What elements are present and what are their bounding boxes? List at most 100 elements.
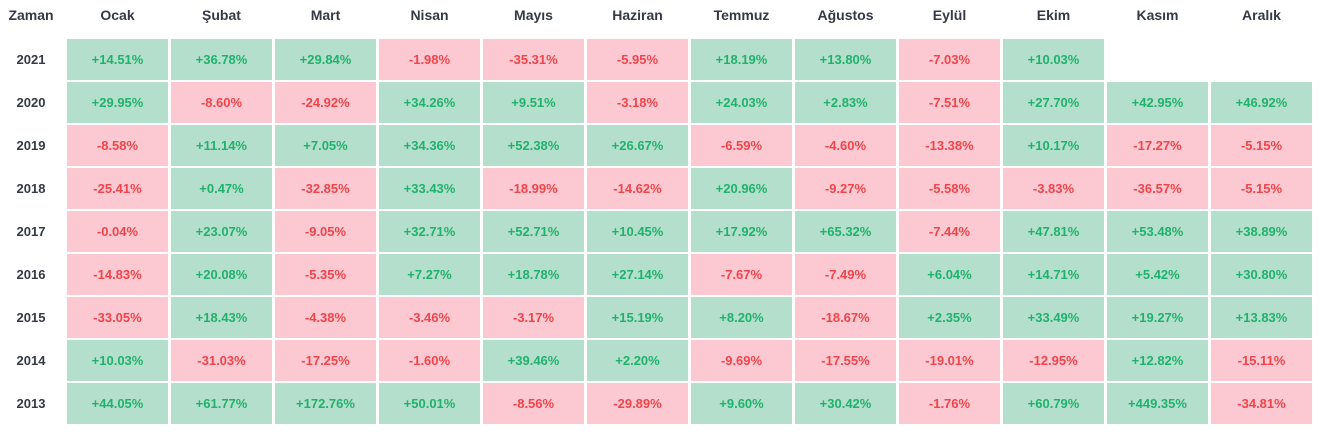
cell-2018-ocak: -25.41% [67,168,168,209]
cell-2017-mart: -9.05% [275,211,376,252]
row-label-2016: 2016 [16,267,46,282]
cell-2014-agustos: -17.55% [795,340,896,381]
cell-2020-temmuz: +24.03% [691,82,792,123]
cell-2016-mart: -5.35% [275,254,376,295]
cell-2017-eylul: -7.44% [899,211,1000,252]
cell-2020-agustos: +2.83% [795,82,896,123]
cell-2017-temmuz: +17.92% [691,211,792,252]
cell-2016-mayis: +18.78% [483,254,584,295]
cell-2020-mart: -24.92% [275,82,376,123]
cell-2014-mart: -17.25% [275,340,376,381]
cell-2014-aralik: -15.11% [1211,340,1312,381]
column-header-nisan: Nisan [410,7,449,23]
column-header-agustos: Ağustos [817,7,874,23]
cell-2014-mayis: +39.46% [483,340,584,381]
cell-2013-eylul: -1.76% [899,383,1000,424]
cell-2017-mayis: +52.71% [483,211,584,252]
row-label-2021: 2021 [16,52,46,67]
cell-2017-aralik: +38.89% [1211,211,1312,252]
row-label-2017: 2017 [16,224,46,239]
cell-2020-mayis: +9.51% [483,82,584,123]
cell-2016-haziran: +27.14% [587,254,688,295]
cell-2016-temmuz: -7.67% [691,254,792,295]
row-label-2015: 2015 [16,310,46,325]
cell-2019-agustos: -4.60% [795,125,896,166]
cell-2021-haziran: -5.95% [587,39,688,80]
cell-2019-temmuz: -6.59% [691,125,792,166]
cell-2019-kasim: -17.27% [1107,125,1208,166]
cell-2018-mart: -32.85% [275,168,376,209]
cell-2013-nisan: +50.01% [379,383,480,424]
cell-2019-eylul: -13.38% [899,125,1000,166]
cell-2013-ocak: +44.05% [67,383,168,424]
cell-2018-eylul: -5.58% [899,168,1000,209]
cell-2020-haziran: -3.18% [587,82,688,123]
cell-2015-mayis: -3.17% [483,297,584,338]
cell-2013-aralik: -34.81% [1211,383,1312,424]
column-header-ocak: Ocak [100,7,135,23]
cell-2015-subat: +18.43% [171,297,272,338]
cell-2016-nisan: +7.27% [379,254,480,295]
row-label-2014: 2014 [16,353,46,368]
cell-2018-subat: +0.47% [171,168,272,209]
cell-2017-haziran: +10.45% [587,211,688,252]
cell-2021-ocak: +14.51% [67,39,168,80]
cell-2019-ekim: +10.17% [1003,125,1104,166]
cell-2020-nisan: +34.26% [379,82,480,123]
cell-2020-ekim: +27.70% [1003,82,1104,123]
cell-2015-temmuz: +8.20% [691,297,792,338]
cell-2019-haziran: +26.67% [587,125,688,166]
cell-2013-ekim: +60.79% [1003,383,1104,424]
cell-2013-haziran: -29.89% [587,383,688,424]
cell-2017-ekim: +47.81% [1003,211,1104,252]
cell-2021-mart: +29.84% [275,39,376,80]
cell-2013-subat: +61.77% [171,383,272,424]
column-header-eylul: Eylül [932,7,967,23]
cell-2021-temmuz: +18.19% [691,39,792,80]
cell-2021-ekim: +10.03% [1003,39,1104,80]
cell-2013-agustos: +30.42% [795,383,896,424]
cell-2014-subat: -31.03% [171,340,272,381]
cell-2018-temmuz: +20.96% [691,168,792,209]
cell-2019-ocak: -8.58% [67,125,168,166]
cell-2015-nisan: -3.46% [379,297,480,338]
cell-2014-ekim: -12.95% [1003,340,1104,381]
cell-2015-haziran: +15.19% [587,297,688,338]
cell-2014-eylul: -19.01% [899,340,1000,381]
cell-2015-ekim: +33.49% [1003,297,1104,338]
column-header-aralik: Aralık [1242,7,1281,23]
cell-2021-nisan: -1.98% [379,39,480,80]
cell-2016-aralik: +30.80% [1211,254,1312,295]
cell-2020-aralik: +46.92% [1211,82,1312,123]
row-label-2013: 2013 [16,396,46,411]
cell-2017-agustos: +65.32% [795,211,896,252]
row-label-2020: 2020 [16,95,46,110]
cell-2016-ocak: -14.83% [67,254,168,295]
cell-2017-nisan: +32.71% [379,211,480,252]
cell-2020-kasim: +42.95% [1107,82,1208,123]
cell-2013-mayis: -8.56% [483,383,584,424]
cell-2016-agustos: -7.49% [795,254,896,295]
column-header-kasim: Kasım [1136,7,1179,23]
cell-2018-haziran: -14.62% [587,168,688,209]
column-header-temmuz: Temmuz [713,7,770,23]
cell-2020-ocak: +29.95% [67,82,168,123]
cell-2021-mayis: -35.31% [483,39,584,80]
cell-2014-ocak: +10.03% [67,340,168,381]
cell-2015-agustos: -18.67% [795,297,896,338]
cell-2020-eylul: -7.51% [899,82,1000,123]
cell-2019-mayis: +52.38% [483,125,584,166]
cell-2016-ekim: +14.71% [1003,254,1104,295]
cell-2019-mart: +7.05% [275,125,376,166]
cell-2016-eylul: +6.04% [899,254,1000,295]
cell-2021-subat: +36.78% [171,39,272,80]
row-label-2018: 2018 [16,181,46,196]
cell-2018-nisan: +33.43% [379,168,480,209]
cell-2018-agustos: -9.27% [795,168,896,209]
cell-2018-aralik: -5.15% [1211,168,1312,209]
cell-2015-aralik: +13.83% [1211,297,1312,338]
column-header-mart: Mart [310,7,341,23]
cell-2018-kasim: -36.57% [1107,168,1208,209]
cell-2014-temmuz: -9.69% [691,340,792,381]
